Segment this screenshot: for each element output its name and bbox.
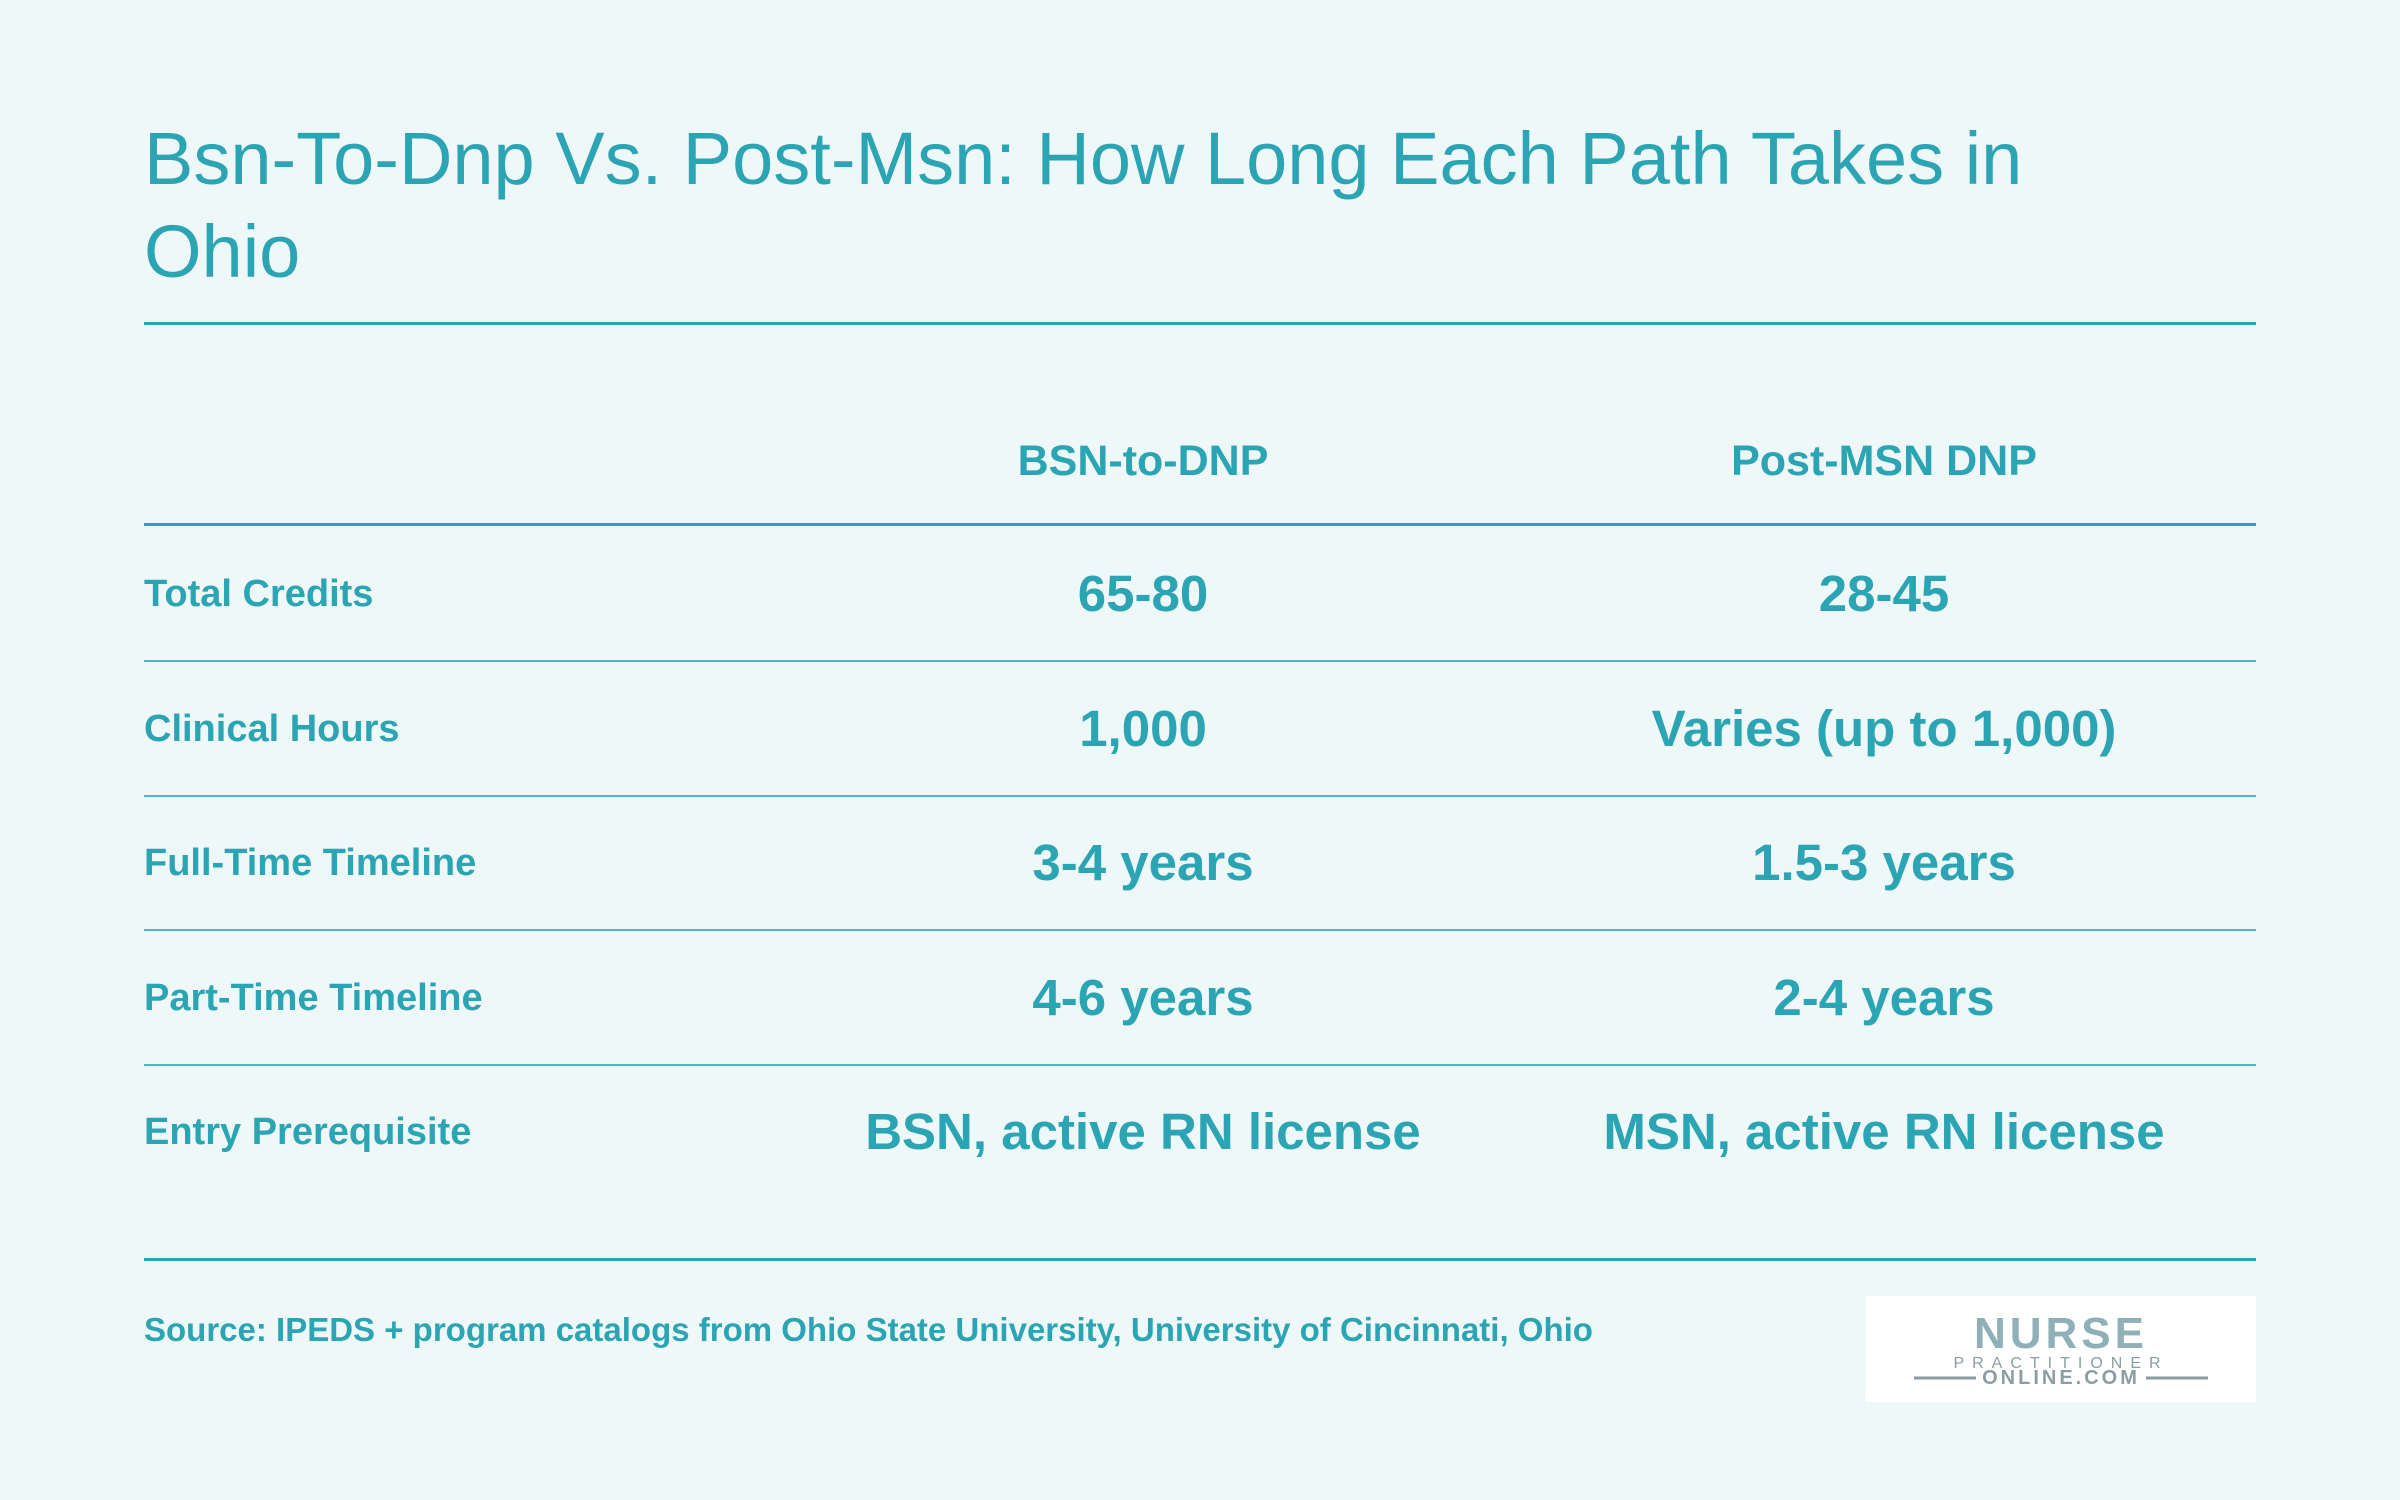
cell-value: Varies (up to 1,000) (1651, 699, 2117, 757)
logo-text: NURSE (1974, 1309, 2148, 1358)
cell-value: 4-6 years (1032, 968, 1254, 1026)
cell-value: 2-4 years (1773, 968, 1995, 1026)
footer-rule (144, 1258, 2256, 1261)
row-label: Entry Prerequisite (144, 1111, 472, 1154)
logo-text: ONLINE.COM (1982, 1367, 2140, 1389)
row-divider (144, 794, 2256, 797)
source: Source: IPEDS + program catalogs from Oh… (144, 1311, 1593, 1348)
row-divider (144, 660, 2256, 662)
cell-value: MSN, active RN license (1603, 1103, 2165, 1161)
title: Bsn-To-Dnp Vs. Post-Msn: How Long Each P… (144, 117, 2023, 293)
header-rule (144, 523, 2256, 526)
row-label: Clinical Hours (144, 707, 400, 750)
logo-text: PRACTITIONER (1953, 1355, 2168, 1372)
row-divider (144, 1063, 2256, 1066)
logo-graphic: NURSE PRACTITIONER ONLINE.COM (1914, 1309, 2208, 1389)
cell-value: 65-80 (1077, 565, 1209, 622)
column-header: Post-MSN DNP (1731, 437, 2037, 485)
logo: NURSE PRACTITIONER ONLINE.COM (1866, 1296, 2256, 1402)
cell-value: BSN, active RN license (865, 1103, 1421, 1161)
row-label: Part-Time Timeline (144, 976, 483, 1019)
column-header: BSN-to-DNP (1017, 437, 1269, 485)
row-divider (144, 929, 2256, 932)
cell-value: 1.5-3 years (1752, 834, 2016, 892)
row-label: Total Credits (144, 573, 374, 615)
row-label: Full-Time Timeline (144, 842, 477, 885)
title-rule (144, 322, 2256, 325)
cell-value: 28-45 (1818, 565, 1950, 622)
cell-value: 3-4 years (1032, 834, 1254, 892)
cell-value: 1,000 (1079, 699, 1207, 757)
